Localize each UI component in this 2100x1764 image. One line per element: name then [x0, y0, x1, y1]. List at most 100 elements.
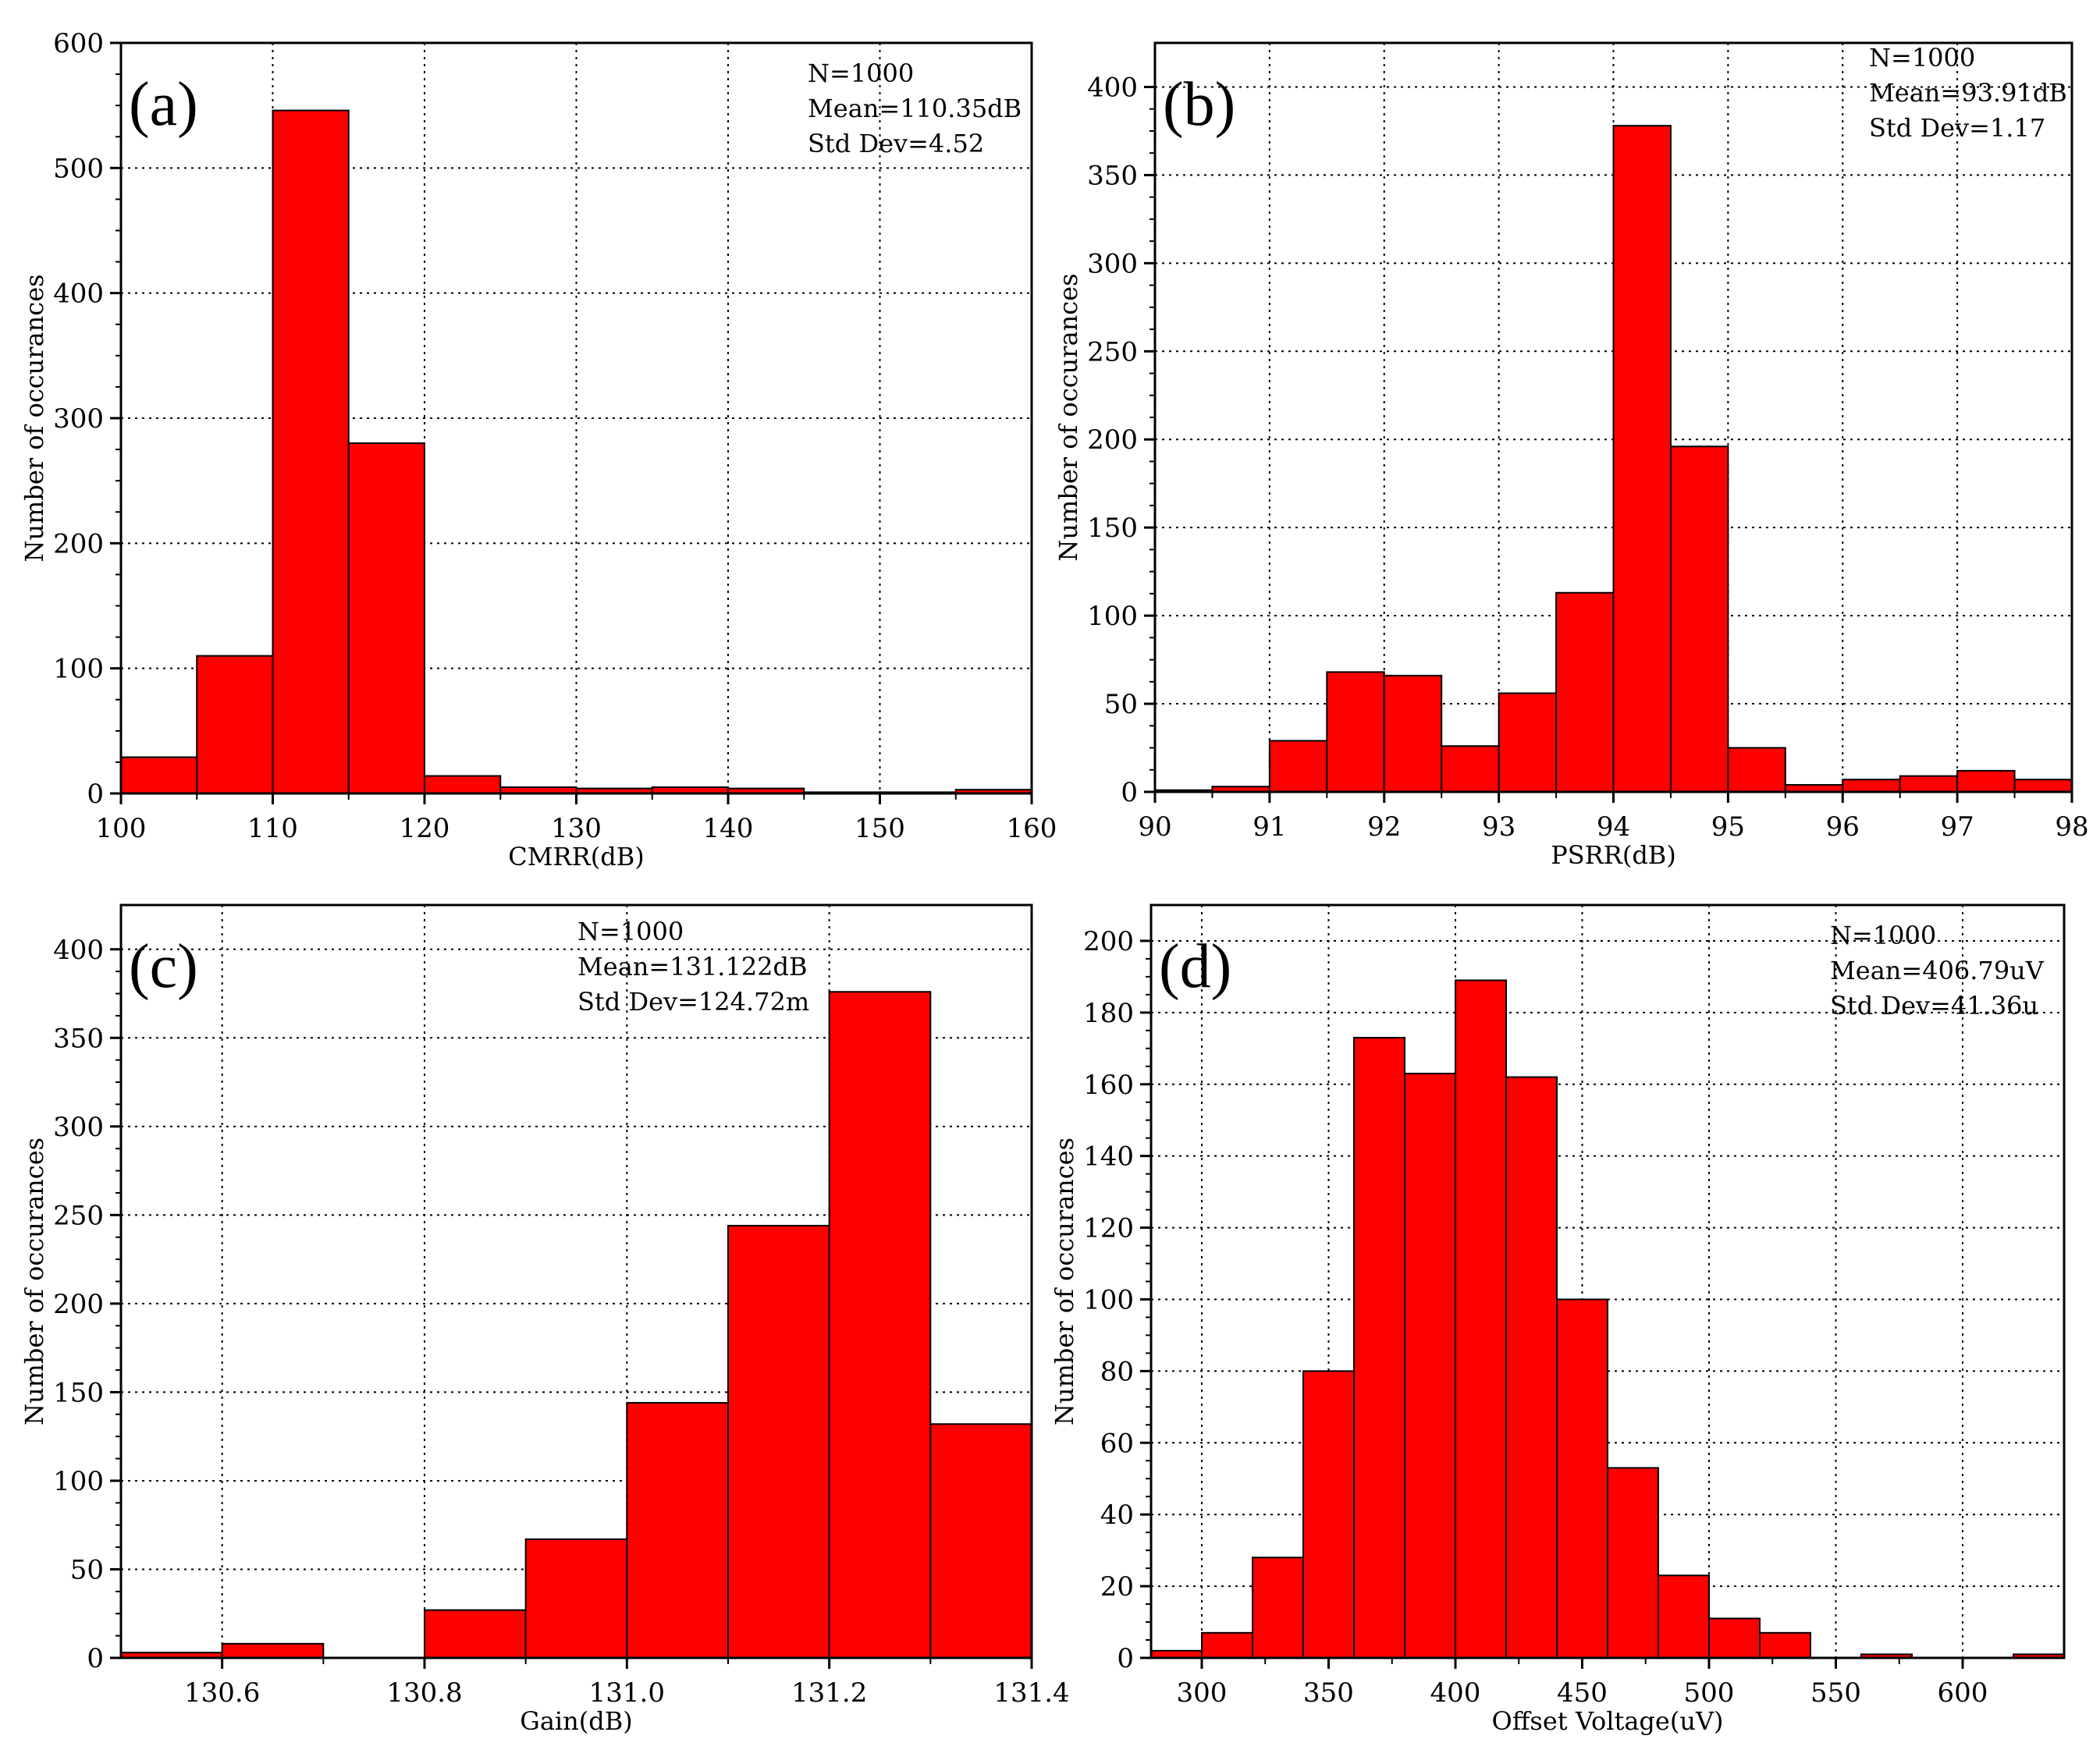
- y-tick-label: 150: [1087, 513, 1138, 544]
- y-axis: 0 20 40 60 80 100 120 140 160 180 200: [1083, 926, 1151, 1674]
- histogram-bar: [1555, 591, 1615, 793]
- stats-line: Mean=406.79uV: [1830, 956, 2045, 985]
- x-tick-label: 130: [551, 813, 602, 844]
- histogram-bar: [1759, 1631, 1811, 1659]
- y-tick-label: 250: [53, 1200, 104, 1231]
- y-axis: 0 100 200 300 400 500 600: [53, 28, 121, 810]
- y-tick-label: 400: [53, 279, 104, 310]
- stats-annotation: N=1000 Mean=110.35dB Std Dev=4.52: [808, 59, 1022, 158]
- y-tick-label: 400: [1087, 72, 1138, 103]
- x-tick-label: 550: [1810, 1677, 1861, 1709]
- histogram-bar: [1669, 445, 1729, 793]
- panel-label: (d): [1159, 932, 1231, 1001]
- y-tick-label: 0: [87, 779, 104, 810]
- x-axis: 130.6 130.8 131.0 131.2 131.4: [184, 1658, 1070, 1709]
- x-tick-label: 98: [2055, 811, 2088, 843]
- histogram-bar: [1268, 740, 1328, 793]
- panel-label: (c): [129, 932, 198, 1001]
- y-tick-label: 300: [1087, 248, 1138, 279]
- x-tick-label: 100: [96, 813, 147, 844]
- y-tick-label: 500: [53, 153, 104, 184]
- x-tick-label: 91: [1253, 811, 1286, 843]
- x-tick-label: 131.2: [791, 1677, 867, 1709]
- y-axis-title: Number of occurances: [1054, 273, 1083, 561]
- x-tick-label: 94: [1597, 811, 1630, 843]
- histogram-bar: [1498, 692, 1558, 793]
- histogram-bar: [1302, 1370, 1355, 1659]
- y-tick-label: 50: [1104, 689, 1138, 720]
- grid: [1151, 905, 2064, 1658]
- x-tick-label: 500: [1684, 1677, 1735, 1709]
- x-tick-label: 400: [1430, 1677, 1481, 1709]
- x-tick-label: 160: [1007, 813, 1057, 844]
- histogram-bar: [221, 1642, 325, 1659]
- stats-line: Mean=93.91dB: [1869, 78, 2067, 108]
- histogram-bar: [1899, 775, 1959, 793]
- stats-line: Mean=110.35dB: [808, 94, 1022, 123]
- stats-line: N=1000: [1830, 921, 1936, 950]
- histogram-bar: [727, 1224, 830, 1659]
- y-tick-label: 300: [53, 403, 104, 435]
- x-axis-title: PSRR(dB): [1551, 840, 1676, 870]
- histogram-bar: [1326, 671, 1385, 793]
- y-tick-label: 0: [1117, 1643, 1134, 1674]
- histogram-bar: [1727, 747, 1786, 793]
- stats-line: N=1000: [577, 917, 684, 946]
- y-tick-label: 600: [53, 28, 104, 59]
- y-tick-label: 100: [53, 654, 104, 685]
- histogram-bar: [196, 655, 274, 795]
- x-axis: 90 91 92 93 94 95 96 97 98: [1138, 792, 2089, 843]
- y-tick-label: 120: [1083, 1213, 1134, 1244]
- x-tick-label: 130.6: [184, 1677, 260, 1709]
- histogram-bar: [1956, 769, 2016, 793]
- x-tick-label: 600: [1938, 1677, 1988, 1709]
- y-tick-label: 0: [1121, 777, 1138, 808]
- histogram-bar: [1658, 1574, 1710, 1659]
- x-tick-label: 97: [1940, 811, 1974, 843]
- x-tick-label: 120: [400, 813, 450, 844]
- stats-line: Std Dev=41.36u: [1830, 991, 2038, 1020]
- histogram-bar: [1441, 745, 1500, 793]
- stats-line: N=1000: [1869, 43, 1975, 73]
- y-tick-label: 300: [53, 1112, 104, 1143]
- x-tick-label: 95: [1711, 811, 1745, 843]
- y-tick-label: 160: [1083, 1070, 1134, 1101]
- y-tick-label: 180: [1083, 998, 1134, 1029]
- histogram-bar: [1404, 1072, 1456, 1659]
- y-tick-label: 100: [1087, 601, 1138, 632]
- histogram-bar: [828, 991, 932, 1659]
- x-tick-label: 130.8: [386, 1677, 462, 1709]
- chart-panel-b: 0 50 100 150 200 250 300 350 400 90 91 92 93 94 95 96 97…: [1054, 41, 2089, 870]
- y-tick-label: 80: [1100, 1356, 1134, 1387]
- bars: [1150, 979, 2065, 1659]
- x-tick-label: 140: [703, 813, 754, 844]
- y-tick-label: 250: [1087, 336, 1138, 367]
- y-tick-label: 20: [1100, 1571, 1134, 1603]
- x-axis-title: CMRR(dB): [508, 842, 644, 871]
- x-tick-label: 131.0: [589, 1677, 665, 1709]
- histogram-bar: [1252, 1556, 1304, 1659]
- x-axis: 300 350 400 450 500 550 600: [1177, 1658, 1988, 1709]
- histogram-bar: [524, 1538, 628, 1659]
- histogram-bar: [424, 1609, 527, 1659]
- histogram-bar: [2013, 779, 2073, 793]
- histogram-bar: [1607, 1467, 1659, 1659]
- x-tick-label: 300: [1177, 1677, 1228, 1709]
- histogram-bar: [1383, 674, 1443, 793]
- y-tick-label: 200: [53, 1289, 104, 1320]
- y-tick-label: 200: [1083, 926, 1134, 957]
- y-axis-title: Number of occurances: [20, 274, 49, 562]
- histogram-bar: [1708, 1617, 1761, 1659]
- histogram-bar: [1505, 1076, 1558, 1659]
- y-axis: 0 50 100 150 200 250 300 350 400: [1087, 72, 1155, 808]
- y-tick-label: 100: [53, 1466, 104, 1497]
- y-tick-label: 100: [1083, 1284, 1134, 1315]
- panel-label: (a): [129, 70, 198, 139]
- y-tick-label: 150: [53, 1377, 104, 1408]
- histogram-bar: [929, 1423, 1033, 1659]
- y-tick-label: 200: [1087, 424, 1138, 456]
- y-tick-label: 60: [1100, 1428, 1134, 1459]
- x-tick-label: 350: [1303, 1677, 1354, 1709]
